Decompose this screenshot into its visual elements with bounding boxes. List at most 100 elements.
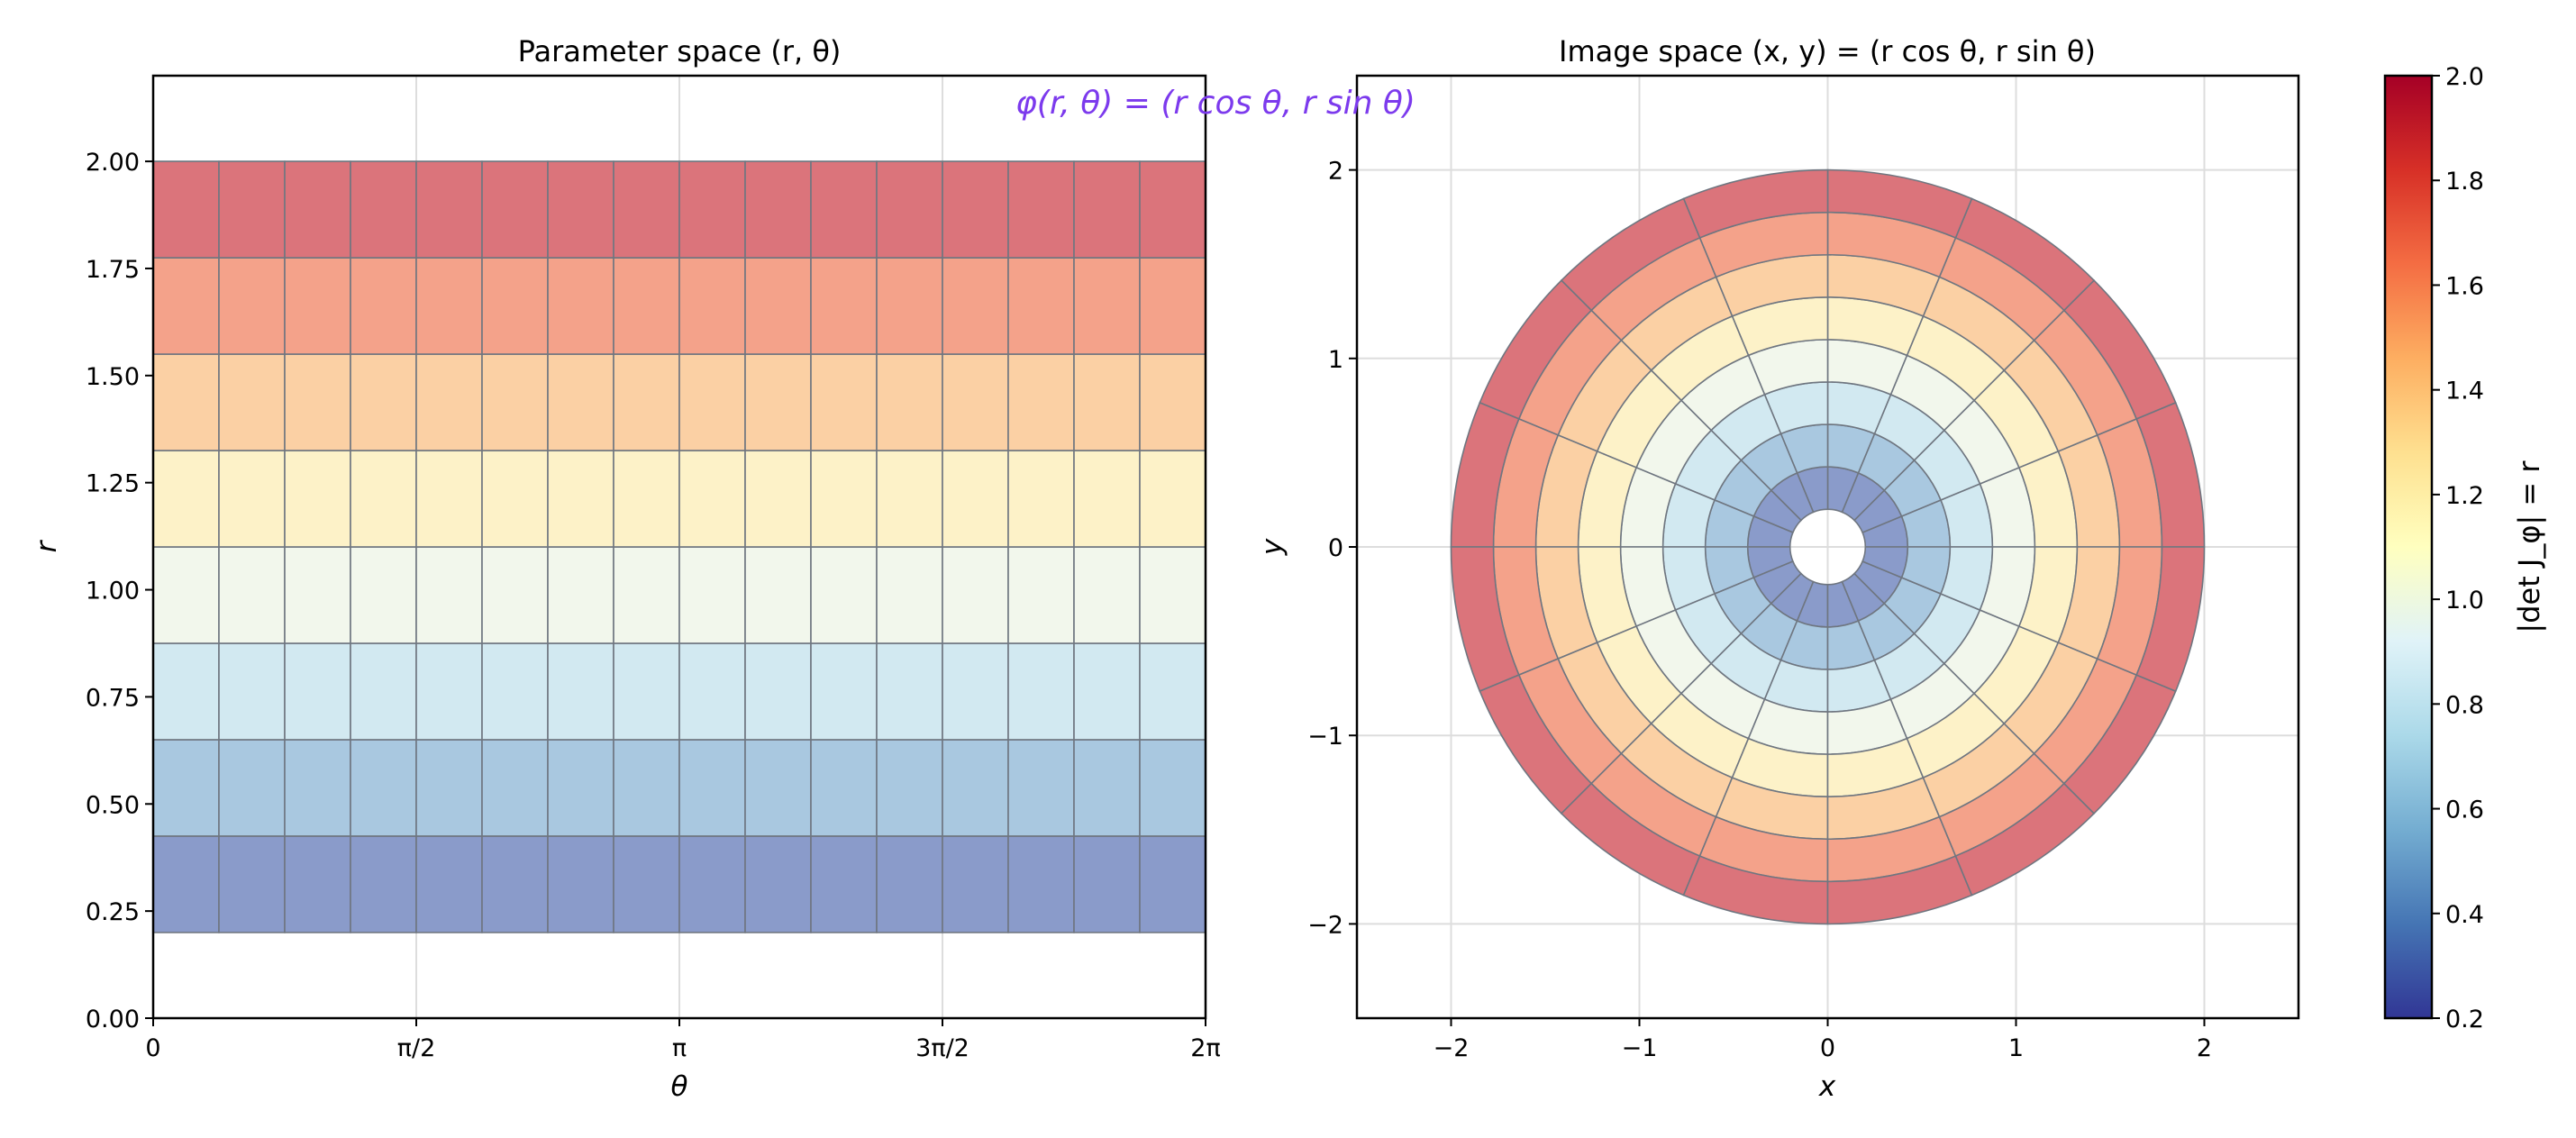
y-tick-label: 2.00 xyxy=(86,149,140,177)
colorbar-tick-label: 1.8 xyxy=(2445,168,2484,196)
param-cell xyxy=(810,160,878,259)
colorbar-gradient xyxy=(2383,74,2434,1020)
param-cell xyxy=(942,257,1009,355)
y-tick-label: 1.50 xyxy=(86,363,140,391)
param-cell xyxy=(876,739,943,837)
param-cell xyxy=(284,353,351,451)
param-cell xyxy=(350,353,417,451)
param-cell xyxy=(481,450,549,548)
y-tick-label: 0.50 xyxy=(86,791,140,819)
param-cell xyxy=(1139,450,1206,548)
colorbar-tick-label: 0.6 xyxy=(2445,797,2484,824)
param-cell xyxy=(481,546,549,644)
param-cell xyxy=(1073,739,1141,837)
param-cell xyxy=(1007,257,1075,355)
param-cell xyxy=(547,835,614,933)
right-xlabel: x xyxy=(1818,1070,1836,1103)
x-tick-label: 0 xyxy=(1820,1034,1835,1062)
image-cell xyxy=(2135,546,2206,693)
param-cell xyxy=(744,835,812,933)
y-tick-label: 0.25 xyxy=(86,898,140,926)
param-cell xyxy=(152,546,220,644)
param-cell xyxy=(1073,835,1141,933)
param-cell xyxy=(744,160,812,259)
param-cell xyxy=(942,835,1009,933)
param-cell xyxy=(744,450,812,548)
param-cell xyxy=(744,546,812,644)
param-cell xyxy=(1139,160,1206,259)
param-cell xyxy=(218,450,286,548)
param-cell xyxy=(547,160,614,259)
param-cell xyxy=(284,546,351,644)
param-cell xyxy=(1007,642,1075,741)
param-cell xyxy=(678,257,746,355)
param-cell xyxy=(613,257,680,355)
param-cell xyxy=(1139,835,1206,933)
param-cell xyxy=(284,739,351,837)
param-cell xyxy=(678,160,746,259)
param-cell xyxy=(547,546,614,644)
x-tick-label: 3π/2 xyxy=(915,1034,969,1062)
param-cell xyxy=(613,450,680,548)
param-cell xyxy=(1073,642,1141,741)
param-cell xyxy=(415,160,483,259)
param-cell xyxy=(744,353,812,451)
x-tick-label: −2 xyxy=(1434,1034,1470,1062)
param-cell xyxy=(218,257,286,355)
param-cell xyxy=(876,642,943,741)
param-cell xyxy=(218,546,286,644)
param-cell xyxy=(613,160,680,259)
param-cell xyxy=(678,546,746,644)
param-cell xyxy=(415,546,483,644)
param-cell xyxy=(350,160,417,259)
param-cell xyxy=(152,353,220,451)
param-cell xyxy=(744,642,812,741)
param-cell xyxy=(152,739,220,837)
param-cell xyxy=(284,160,351,259)
parameter-space-axes: 0.00 0.25 0.50 0.75 1.00 1.25 1.50 1.75 2.00 0 π/2… xyxy=(86,74,1221,1062)
param-cell xyxy=(415,835,483,933)
y-tick-label: 1.25 xyxy=(86,470,140,498)
param-cell xyxy=(1139,739,1206,837)
param-cell xyxy=(415,257,483,355)
y-tick-label: −1 xyxy=(1307,723,1343,751)
param-cell xyxy=(481,353,549,451)
param-cell xyxy=(481,739,549,837)
param-cell xyxy=(1139,642,1206,741)
param-cell xyxy=(1139,546,1206,644)
param-cell xyxy=(481,160,549,259)
param-cell xyxy=(218,642,286,741)
param-cell xyxy=(350,257,417,355)
param-cell xyxy=(152,257,220,355)
param-cell xyxy=(218,160,286,259)
param-cell xyxy=(284,642,351,741)
y-tick-label: 0 xyxy=(1328,534,1343,562)
param-cell xyxy=(415,353,483,451)
colorbar-tick-label: 1.2 xyxy=(2445,482,2484,510)
param-cell xyxy=(613,353,680,451)
param-cell xyxy=(415,739,483,837)
param-cell xyxy=(942,450,1009,548)
param-cell xyxy=(152,642,220,741)
param-cell xyxy=(218,739,286,837)
param-cell xyxy=(218,835,286,933)
x-tick-label: π/2 xyxy=(397,1034,436,1062)
left-xlabel: θ xyxy=(671,1070,688,1103)
x-tick-label: 2 xyxy=(2197,1034,2212,1062)
param-cell xyxy=(218,353,286,451)
param-cell xyxy=(284,257,351,355)
param-cell xyxy=(942,160,1009,259)
param-cell xyxy=(350,739,417,837)
colorbar-tick-label: 1.6 xyxy=(2445,272,2484,300)
param-cell xyxy=(876,546,943,644)
param-cell xyxy=(876,450,943,548)
param-cell xyxy=(744,257,812,355)
right-ylabel: y xyxy=(1256,538,1288,556)
param-cell xyxy=(481,835,549,933)
param-cell xyxy=(678,450,746,548)
param-cell xyxy=(481,642,549,741)
param-cell xyxy=(547,450,614,548)
param-cell xyxy=(481,257,549,355)
param-cell xyxy=(547,257,614,355)
param-cell xyxy=(1139,353,1206,451)
